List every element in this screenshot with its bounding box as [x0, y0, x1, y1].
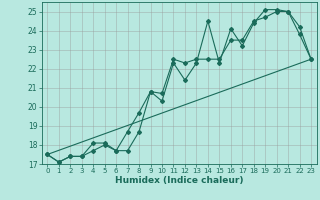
X-axis label: Humidex (Indice chaleur): Humidex (Indice chaleur): [115, 176, 244, 185]
